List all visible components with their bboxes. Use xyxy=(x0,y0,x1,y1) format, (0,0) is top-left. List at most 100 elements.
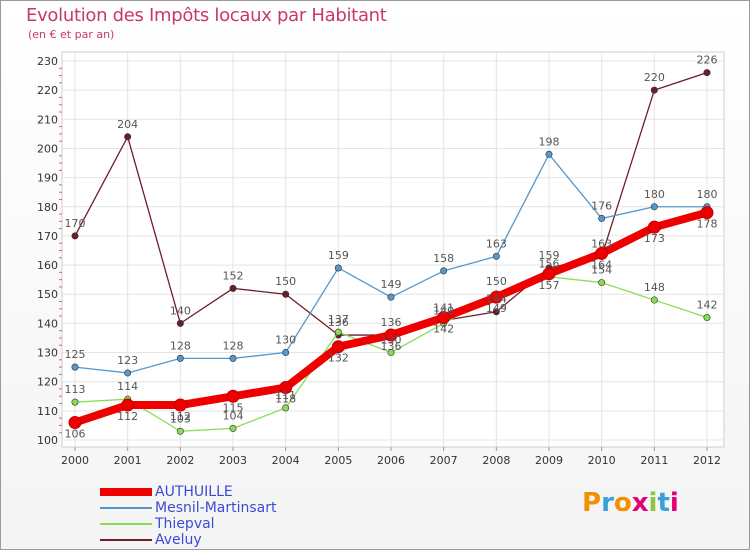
data-point xyxy=(124,369,132,377)
legend-item-authuille[interactable]: AUTHUILLE xyxy=(100,484,276,500)
data-point xyxy=(703,69,711,77)
y-tick-label: 110 xyxy=(37,405,58,418)
logo-letter: i xyxy=(648,488,658,518)
data-label: 140 xyxy=(170,304,191,317)
data-point xyxy=(437,311,451,325)
data-label: 226 xyxy=(697,54,718,67)
y-tick-label: 180 xyxy=(37,201,58,214)
data-label: 142 xyxy=(697,299,718,312)
data-point xyxy=(71,363,79,371)
data-label: 141 xyxy=(433,301,454,314)
data-point xyxy=(440,267,448,275)
y-tick-label: 150 xyxy=(37,288,58,301)
x-tick-label: 2009 xyxy=(535,454,563,467)
data-point xyxy=(68,416,82,430)
data-label: 137 xyxy=(328,313,349,326)
data-point xyxy=(700,206,714,220)
chart-title: Evolution des Impôts locaux par Habitant xyxy=(26,5,387,26)
data-point xyxy=(229,354,237,362)
legend-label: Mesnil-Martinsart xyxy=(155,500,277,516)
data-label: 114 xyxy=(117,380,138,393)
logo-letter: i xyxy=(669,488,679,518)
data-point xyxy=(229,284,237,292)
data-label: 159 xyxy=(539,249,560,262)
data-point xyxy=(279,381,293,395)
data-label: 150 xyxy=(275,275,296,288)
data-label: 149 xyxy=(381,278,402,291)
y-tick-label: 190 xyxy=(37,172,58,185)
data-point xyxy=(492,308,500,316)
x-tick-label: 2005 xyxy=(324,454,352,467)
data-point xyxy=(334,328,342,336)
data-point xyxy=(387,293,395,301)
data-point xyxy=(331,340,345,354)
line-chart: 100 110 120 130 140 150 160 170 180 190 200 210 220 2… xyxy=(37,51,725,467)
logo-letter: P xyxy=(582,488,602,518)
legend-label: AUTHUILLE xyxy=(155,484,233,500)
data-point xyxy=(492,252,500,260)
data-label: 112 xyxy=(170,410,191,423)
legend-swatch-authuille xyxy=(100,488,152,496)
data-point xyxy=(282,290,290,298)
legend-item-aveluy[interactable]: Aveluy xyxy=(100,532,276,548)
data-label: 157 xyxy=(539,279,560,292)
data-point xyxy=(598,214,606,222)
data-point xyxy=(650,203,658,211)
data-label: 130 xyxy=(275,334,296,347)
legend-swatch-thiepval xyxy=(100,523,152,525)
logo-letter: r xyxy=(601,488,614,518)
data-label: 140 xyxy=(433,304,454,317)
x-tick-label: 2008 xyxy=(482,454,510,467)
data-point xyxy=(176,427,184,435)
data-point xyxy=(703,314,711,322)
legend-item-thiepval[interactable]: Thiepval xyxy=(100,516,276,532)
data-point xyxy=(384,328,398,342)
legend-swatch-aveluy xyxy=(100,539,152,541)
proxiti-logo: Proxiti xyxy=(582,488,679,518)
data-point xyxy=(229,424,237,432)
data-point xyxy=(71,232,79,240)
data-label: 113 xyxy=(65,383,86,396)
data-label: 104 xyxy=(223,409,244,422)
data-point xyxy=(121,398,135,412)
data-label: 163 xyxy=(591,237,612,250)
data-point xyxy=(595,246,609,260)
data-label: 152 xyxy=(223,269,244,282)
data-label: 149 xyxy=(486,302,507,315)
data-label: 132 xyxy=(328,352,349,365)
data-label: 118 xyxy=(275,393,296,406)
data-label: 136 xyxy=(381,340,402,353)
y-tick-label: 220 xyxy=(37,84,58,97)
data-label: 173 xyxy=(644,232,665,245)
data-point xyxy=(647,220,661,234)
data-label: 164 xyxy=(591,258,612,271)
legend-item-mesnil-martinsart[interactable]: Mesnil-Martinsart xyxy=(100,500,276,516)
data-label: 198 xyxy=(539,135,560,148)
x-tick-label: 2012 xyxy=(693,454,721,467)
legend-label: Aveluy xyxy=(155,532,202,548)
data-point xyxy=(650,296,658,304)
data-point xyxy=(650,86,658,94)
data-label: 111 xyxy=(275,389,296,402)
x-tick-label: 2011 xyxy=(640,454,668,467)
data-label: 136 xyxy=(328,316,349,329)
data-label: 148 xyxy=(644,281,665,294)
data-label: 103 xyxy=(170,412,191,425)
data-label: 144 xyxy=(486,293,507,306)
data-point xyxy=(387,349,395,357)
data-label: 128 xyxy=(223,339,244,352)
data-label: 128 xyxy=(170,339,191,352)
data-label: 115 xyxy=(223,401,244,414)
x-tick-label: 2000 xyxy=(61,454,89,467)
data-label: 220 xyxy=(644,71,665,84)
data-label: 112 xyxy=(117,410,138,423)
y-tick-label: 170 xyxy=(37,230,58,243)
data-point xyxy=(176,319,184,327)
data-label: 178 xyxy=(697,218,718,231)
y-tick-label: 230 xyxy=(37,55,58,68)
x-tick-label: 2004 xyxy=(272,454,300,467)
plot-area xyxy=(61,51,725,448)
x-tick-label: 2002 xyxy=(166,454,194,467)
data-label: 158 xyxy=(433,252,454,265)
data-label: 163 xyxy=(486,237,507,250)
